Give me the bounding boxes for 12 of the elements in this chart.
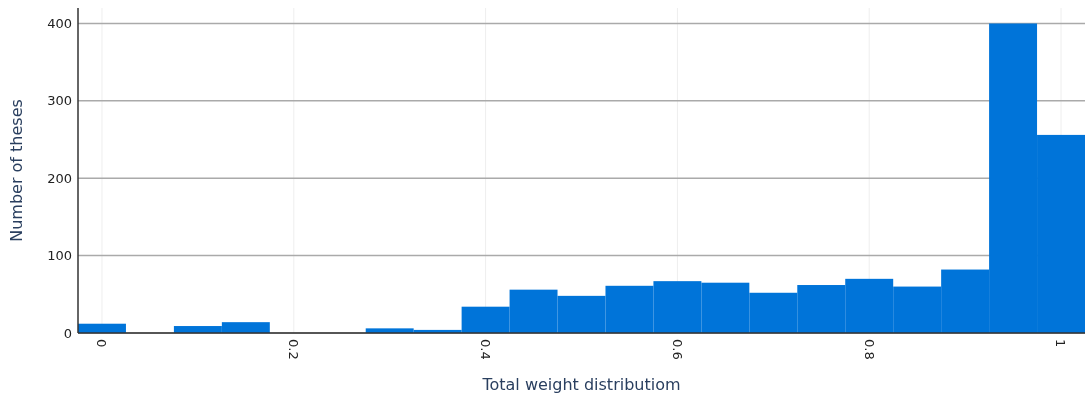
y-tick-label: 300: [47, 93, 72, 109]
y-tick-label: 400: [47, 16, 72, 32]
x-tick-label: 0.6: [669, 339, 685, 360]
x-tick-label: 0.2: [286, 339, 302, 360]
x-tick-label: 0.4: [478, 339, 494, 360]
y-axis-title: Number of theses: [7, 99, 26, 242]
x-tick-label: 1: [1053, 339, 1069, 348]
y-tick-label: 100: [47, 248, 72, 264]
y-tick-label: 200: [47, 170, 72, 186]
x-tick-label: 0: [94, 339, 110, 348]
x-tick-label: 0.8: [861, 339, 877, 360]
x-axis-title: Total weight distributiom: [481, 375, 681, 394]
